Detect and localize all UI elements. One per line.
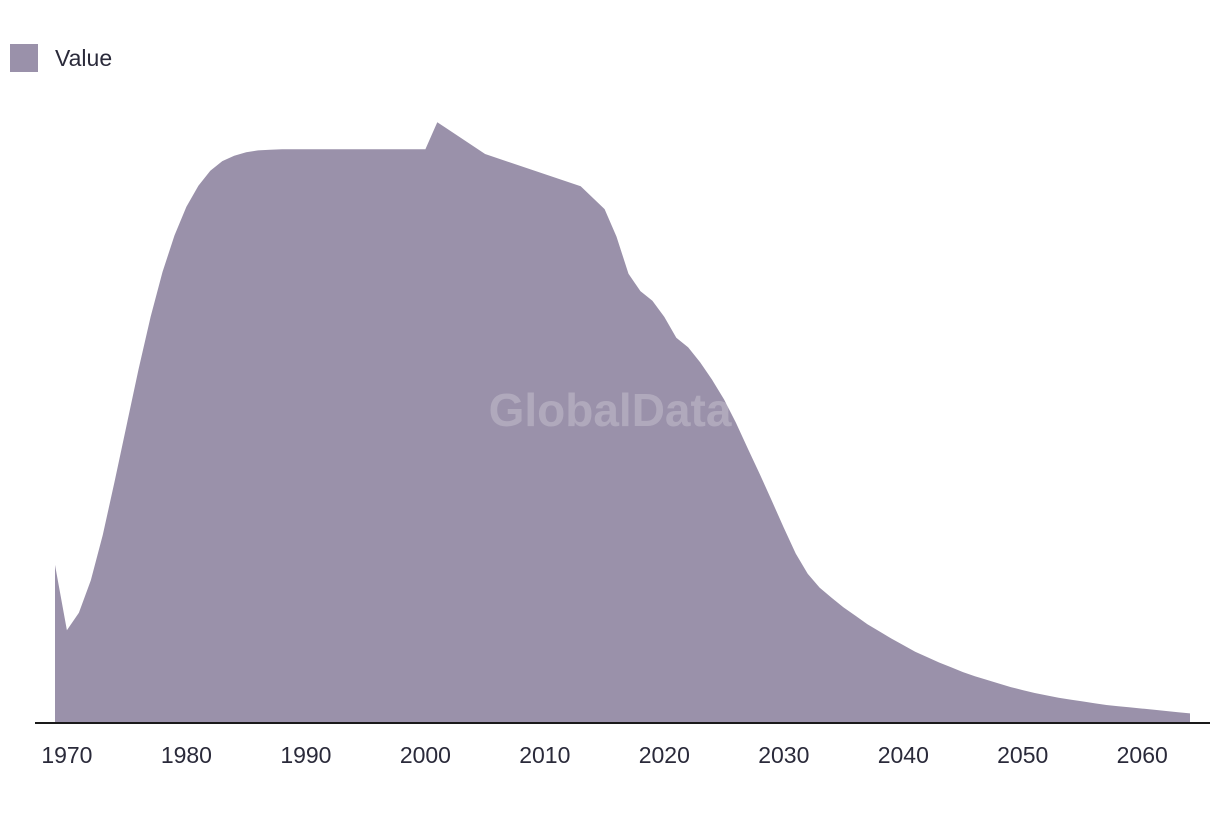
x-tick-label: 2040 [878, 742, 929, 768]
legend-label: Value [55, 44, 113, 71]
legend-swatch [10, 44, 38, 72]
area-series-value [55, 122, 1190, 723]
x-tick-label: 1970 [41, 742, 92, 768]
x-tick-label: 2020 [639, 742, 690, 768]
x-tick-label: 1980 [161, 742, 212, 768]
x-tick-label: 2030 [758, 742, 809, 768]
x-tick-label: 2000 [400, 742, 451, 768]
x-tick-label: 2010 [519, 742, 570, 768]
legend: Value [10, 44, 112, 72]
x-tick-label: 1990 [280, 742, 331, 768]
x-tick-label: 2060 [1117, 742, 1168, 768]
x-axis-ticks: 1970 1980 1990 2000 2010 2020 2030 2040 2050 2060 [41, 742, 1167, 768]
x-tick-label: 2050 [997, 742, 1048, 768]
area-layer [55, 122, 1190, 723]
watermark: GlobalData [489, 384, 732, 436]
